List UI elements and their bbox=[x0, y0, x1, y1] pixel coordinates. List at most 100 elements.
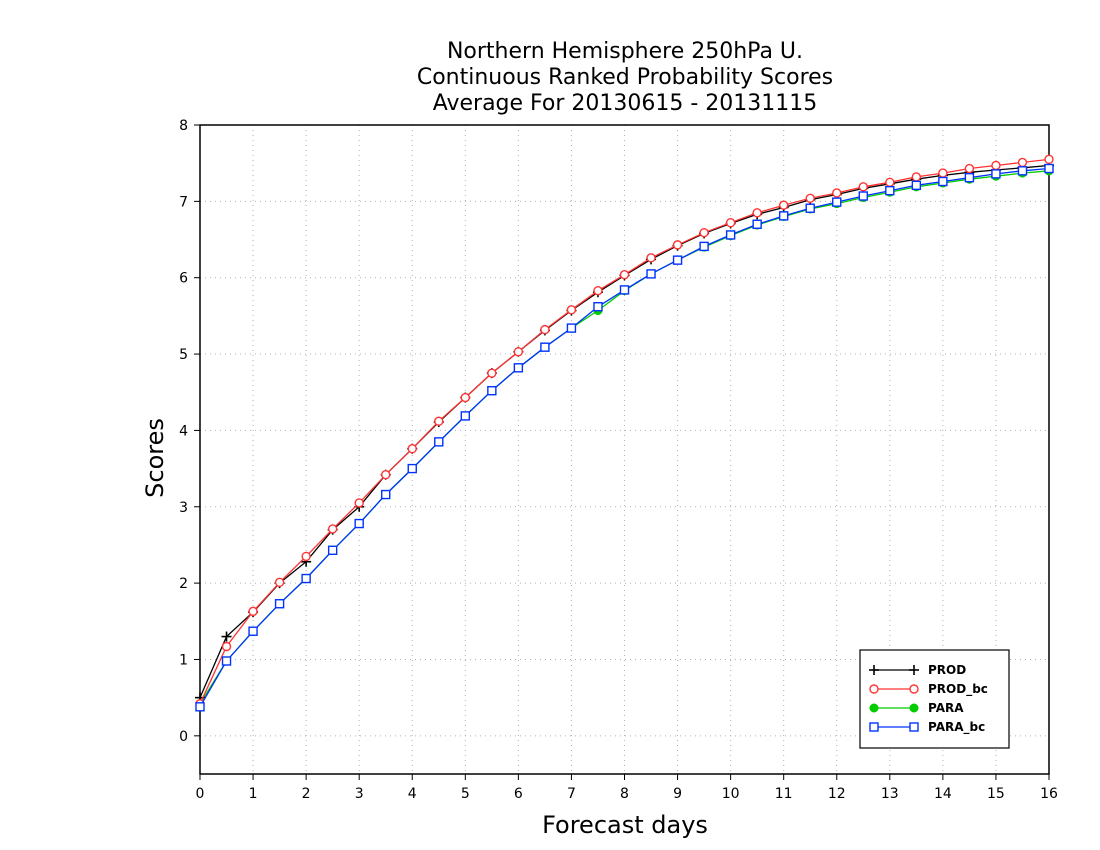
data-point-para-bc bbox=[540, 342, 550, 352]
legend-label: PARA_bc bbox=[928, 720, 985, 735]
data-point-para-bc bbox=[911, 180, 922, 191]
x-tick-label: 5 bbox=[461, 786, 470, 802]
data-point-prod-bc bbox=[513, 347, 524, 357]
data-point-prod-bc bbox=[1017, 157, 1028, 168]
legend-entry-prod-bc: PROD_bc bbox=[869, 682, 988, 697]
legend-label: PARA bbox=[928, 701, 964, 715]
series-para bbox=[195, 166, 1054, 709]
legend-label: PROD bbox=[928, 663, 966, 677]
x-tick-label: 11 bbox=[775, 786, 793, 802]
data-point-prod-bc bbox=[832, 188, 842, 198]
data-point-prod-bc bbox=[301, 551, 311, 562]
data-point-prod-bc bbox=[752, 208, 762, 218]
data-point-prod-bc bbox=[964, 163, 975, 174]
data-point-para-bc bbox=[593, 302, 603, 312]
data-point-para-bc bbox=[619, 285, 630, 295]
data-point-para-bc bbox=[195, 702, 205, 712]
data-point-para-bc bbox=[725, 230, 736, 240]
y-axis-label: Scores bbox=[141, 418, 169, 498]
y-tick-label: 7 bbox=[179, 194, 188, 210]
data-point-prod-bc bbox=[1044, 154, 1054, 165]
data-point-prod-bc bbox=[672, 240, 683, 250]
x-tick-label: 3 bbox=[355, 786, 364, 802]
data-point-para-bc bbox=[513, 363, 524, 373]
data-point-para-bc bbox=[487, 386, 497, 396]
data-point-prod-bc bbox=[434, 416, 444, 426]
title-line-3: Average For 20130615 - 20131115 bbox=[433, 91, 818, 116]
data-point-prod-bc bbox=[221, 641, 232, 652]
series-line-prod-bc bbox=[199, 158, 1050, 705]
data-point-para-bc bbox=[354, 518, 364, 529]
data-point-para-bc bbox=[274, 599, 285, 609]
legend-marker bbox=[909, 684, 919, 694]
y-tick-label: 4 bbox=[179, 423, 188, 439]
data-point-prod-bc bbox=[487, 368, 497, 378]
series-prod bbox=[195, 160, 1054, 703]
x-tick-label: 4 bbox=[408, 786, 417, 802]
data-point-para-bc bbox=[938, 176, 948, 187]
x-tick-label: 6 bbox=[514, 786, 523, 802]
title-line-2: Continuous Ranked Probability Scores bbox=[417, 65, 833, 90]
data-point-prod-bc bbox=[938, 168, 948, 178]
data-point-prod-bc bbox=[274, 577, 285, 588]
data-point-prod-bc bbox=[619, 269, 630, 280]
data-point-para-bc bbox=[964, 172, 975, 183]
x-tick-label: 2 bbox=[302, 786, 311, 802]
data-point-prod-bc bbox=[354, 498, 364, 508]
data-point-prod-bc bbox=[805, 193, 815, 203]
data-point-para-bc bbox=[434, 437, 444, 447]
data-point-para-bc bbox=[460, 411, 471, 421]
y-tick-label: 8 bbox=[179, 118, 188, 134]
x-axis-label: Forecast days bbox=[542, 811, 708, 839]
legend-entry-para-bc: PARA_bc bbox=[869, 720, 985, 735]
series-para-bc bbox=[195, 163, 1054, 712]
y-tick-label: 1 bbox=[179, 652, 188, 668]
data-point-para-bc bbox=[672, 255, 683, 265]
data-point-para-bc bbox=[832, 197, 842, 207]
legend-marker bbox=[909, 665, 919, 675]
x-tick-label: 0 bbox=[196, 786, 205, 802]
y-tick-label: 6 bbox=[179, 271, 188, 287]
x-tick-label: 7 bbox=[567, 786, 576, 802]
series-line-para-bc bbox=[199, 167, 1050, 708]
x-tick-label: 15 bbox=[987, 786, 1005, 802]
data-point-prod-bc bbox=[593, 285, 603, 296]
x-tick-label: 13 bbox=[881, 786, 899, 802]
data-point-prod-bc bbox=[327, 524, 338, 534]
data-point-para-bc bbox=[646, 269, 656, 279]
y-tick-label: 2 bbox=[179, 576, 188, 592]
data-point-prod-bc bbox=[646, 253, 656, 263]
data-point-prod bbox=[221, 631, 232, 642]
legend-label: PROD_bc bbox=[928, 682, 988, 697]
data-series bbox=[195, 154, 1054, 712]
data-point-para-bc bbox=[805, 203, 815, 213]
data-point-para-bc bbox=[327, 545, 338, 555]
legend-marker bbox=[869, 722, 879, 732]
data-point-para-bc bbox=[1017, 166, 1028, 176]
chart-title: Northern Hemisphere 250hPa U. Continuous… bbox=[417, 39, 833, 116]
data-point-prod-bc bbox=[725, 218, 736, 228]
y-tick-label: 0 bbox=[179, 729, 188, 745]
data-point-para-bc bbox=[1044, 163, 1054, 174]
x-tick-label: 8 bbox=[620, 786, 629, 802]
data-point-para-bc bbox=[885, 185, 895, 196]
x-tick-label: 9 bbox=[673, 786, 682, 802]
data-point-para-bc bbox=[248, 626, 258, 636]
data-point-para-bc bbox=[301, 573, 311, 584]
y-tick-label: 5 bbox=[179, 347, 188, 363]
data-point-prod-bc bbox=[991, 160, 1001, 171]
legend-marker bbox=[869, 703, 879, 713]
data-point-prod-bc bbox=[911, 172, 922, 182]
data-point-para-bc bbox=[778, 211, 789, 221]
data-point-para-bc bbox=[991, 169, 1001, 179]
legend: PROD PROD_bc PARA PARA_bc bbox=[859, 649, 1010, 749]
x-tick-label: 1 bbox=[249, 786, 258, 802]
legend-entry-para: PARA bbox=[869, 701, 964, 715]
data-point-para-bc bbox=[407, 463, 417, 474]
data-point-prod-bc bbox=[407, 444, 417, 454]
data-point-para-bc bbox=[699, 241, 709, 252]
x-tick-label: 10 bbox=[722, 786, 740, 802]
legend-marker bbox=[909, 703, 919, 713]
